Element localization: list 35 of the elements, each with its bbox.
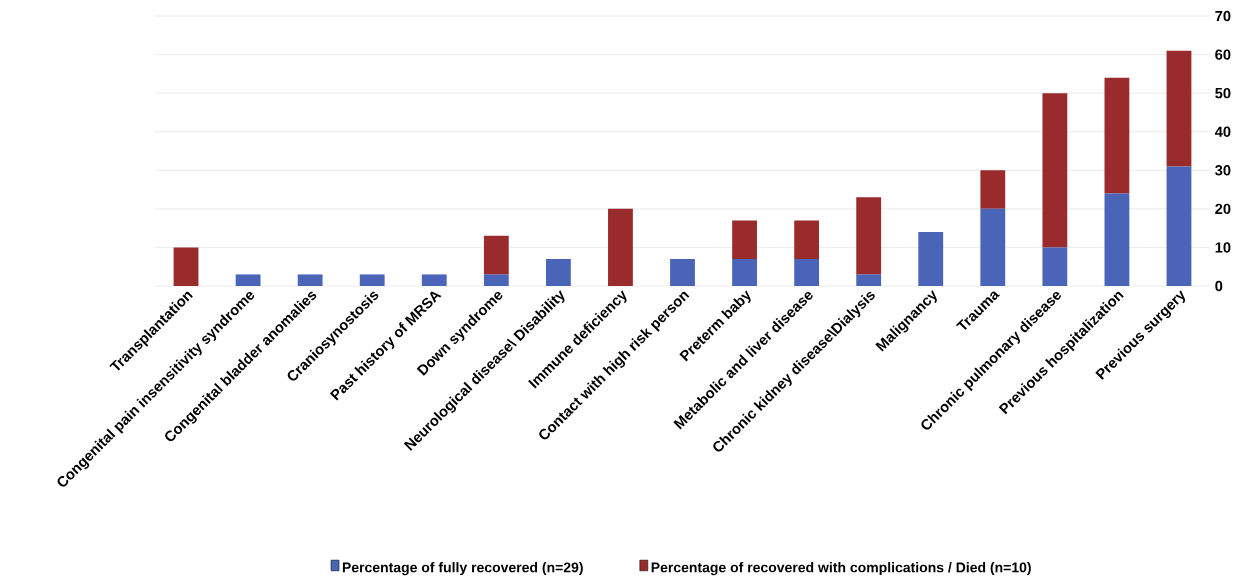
y-tick-label: 60	[1215, 49, 1231, 60]
bar	[1104, 77, 1130, 194]
bar	[732, 220, 757, 259]
y-tick-label: 10	[1215, 242, 1231, 253]
y-tick-label: 30	[1215, 165, 1231, 176]
bar	[856, 274, 882, 286]
bar	[980, 170, 1006, 209]
bar	[545, 259, 571, 286]
legend-label: Percentage of recovered with complications / Died (n=10)	[651, 562, 1031, 576]
y-tick-label: 70	[1215, 10, 1231, 22]
bar	[732, 259, 757, 286]
y-tick-label: 40	[1214, 126, 1231, 137]
y-tick-label: 50	[1215, 87, 1231, 99]
bar	[483, 274, 509, 286]
bar	[980, 208, 1006, 286]
bar	[1104, 193, 1130, 286]
bar	[794, 259, 820, 286]
bar	[235, 274, 261, 286]
bar	[608, 208, 633, 286]
bar	[1166, 50, 1192, 167]
bar	[1166, 166, 1192, 286]
bar	[483, 235, 509, 275]
legend-label: Percentage of fully recovered (n=29)	[342, 562, 583, 576]
y-tick-label: 20	[1215, 203, 1231, 215]
bar	[918, 232, 944, 286]
bar	[421, 274, 447, 286]
bar	[359, 274, 385, 286]
bar	[856, 197, 882, 275]
bar	[670, 259, 695, 286]
bar	[794, 220, 820, 259]
bar	[1042, 247, 1068, 286]
y-tick-label: 0	[1215, 280, 1223, 292]
bar	[173, 247, 199, 286]
bar	[297, 274, 323, 286]
bar	[1042, 93, 1068, 248]
